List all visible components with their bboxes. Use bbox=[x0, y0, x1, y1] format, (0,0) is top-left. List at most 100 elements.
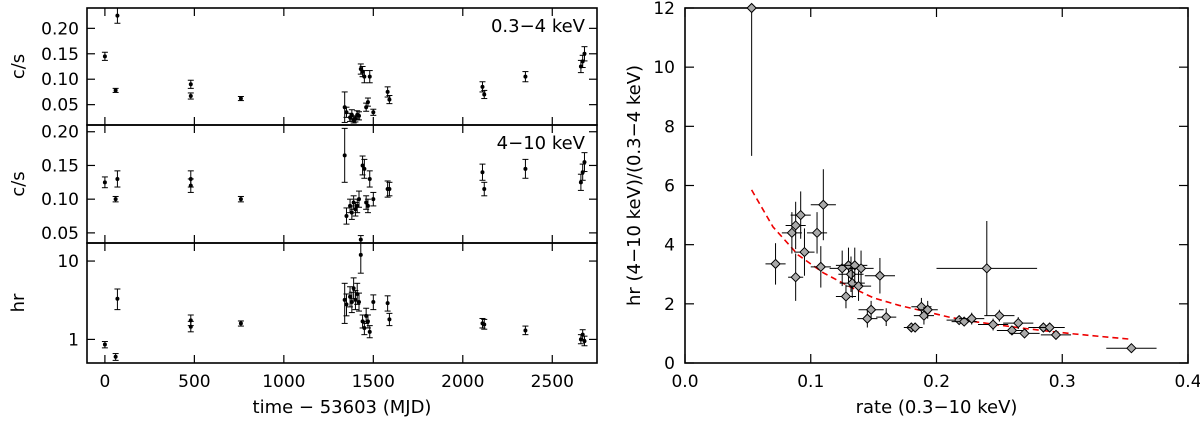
data-point bbox=[582, 339, 587, 344]
y-tick-label: 0.05 bbox=[41, 96, 79, 116]
panel-2: 0.05 0.10 0.15 0.20 c/s 4−10 keV bbox=[8, 123, 598, 244]
data-point bbox=[865, 304, 877, 315]
data-point bbox=[994, 310, 1005, 321]
data-point bbox=[358, 237, 363, 242]
y-tick-label: 0.10 bbox=[41, 190, 79, 210]
x-tick-label: 0.1 bbox=[797, 372, 824, 392]
data-point bbox=[188, 324, 193, 329]
data-point bbox=[582, 160, 587, 165]
data-point bbox=[790, 220, 801, 231]
data-point bbox=[580, 332, 585, 337]
data-point bbox=[1126, 343, 1137, 354]
data-point bbox=[113, 354, 118, 359]
data-point bbox=[799, 246, 810, 258]
data-point bbox=[371, 197, 376, 202]
data-point bbox=[981, 263, 993, 274]
data-point bbox=[880, 311, 892, 323]
data-point bbox=[367, 329, 372, 334]
x-tick-label: 0 bbox=[99, 372, 110, 392]
data-point bbox=[115, 13, 120, 18]
data-point bbox=[365, 100, 370, 105]
data-point bbox=[746, 2, 757, 14]
data-point bbox=[480, 84, 485, 89]
y-axis-label: hr bbox=[8, 293, 29, 312]
data-point bbox=[987, 319, 999, 330]
data-point bbox=[342, 153, 347, 158]
data-point bbox=[523, 166, 528, 171]
y-tick-label: 0.10 bbox=[41, 70, 79, 90]
data-point bbox=[365, 203, 370, 208]
data-point bbox=[342, 297, 347, 302]
data-point bbox=[188, 82, 193, 87]
data-point bbox=[862, 313, 873, 324]
data-point bbox=[344, 214, 349, 219]
data-point bbox=[364, 200, 369, 205]
y-tick-label: 0.05 bbox=[41, 224, 79, 244]
data-point bbox=[357, 300, 361, 305]
data-point bbox=[371, 300, 376, 305]
x-tick-label: 2500 bbox=[531, 372, 574, 392]
data-point bbox=[348, 294, 353, 299]
data-point bbox=[362, 74, 367, 79]
data-point bbox=[482, 187, 487, 192]
y-axis-label: hr (4−10 keV)/(0.3−4 keV) bbox=[624, 65, 645, 306]
data-point bbox=[1013, 317, 1024, 329]
data-point bbox=[188, 183, 193, 188]
data-point bbox=[362, 166, 367, 171]
data-point bbox=[480, 170, 485, 175]
data-point bbox=[349, 210, 354, 215]
data-point bbox=[482, 92, 487, 97]
data-point bbox=[770, 258, 781, 270]
x-axis-label: time − 53603 (MJD) bbox=[253, 397, 432, 418]
y-axis-label: c/s bbox=[8, 54, 29, 79]
y-tick-label: 0.15 bbox=[41, 156, 79, 176]
x-tick-label: 1000 bbox=[262, 372, 305, 392]
data-point bbox=[1050, 329, 1062, 341]
data-point bbox=[238, 321, 243, 326]
data-point bbox=[238, 96, 243, 101]
data-point bbox=[482, 322, 487, 327]
x-tick-label: 0.3 bbox=[1049, 372, 1076, 392]
data-point bbox=[1019, 328, 1030, 339]
x-tick-label: 0.4 bbox=[1174, 372, 1200, 392]
panel-label: 0.3−4 keV bbox=[491, 16, 586, 37]
data-point bbox=[811, 227, 823, 239]
data-point bbox=[102, 180, 107, 185]
fit-curve bbox=[750, 189, 1132, 341]
data-point bbox=[387, 317, 392, 322]
y-tick-label: 10 bbox=[653, 58, 675, 78]
x-axis-label: rate (0.3−10 keV) bbox=[856, 397, 1018, 418]
data-point bbox=[815, 261, 827, 273]
data-point bbox=[578, 180, 583, 185]
data-point bbox=[365, 319, 370, 324]
y-tick-label: 0.20 bbox=[41, 123, 79, 143]
data-point bbox=[102, 342, 107, 347]
data-point bbox=[115, 176, 120, 181]
data-point bbox=[113, 88, 118, 93]
data-point bbox=[367, 74, 372, 79]
data-point bbox=[818, 199, 829, 210]
panel-frame bbox=[86, 242, 598, 364]
data-point bbox=[357, 113, 361, 118]
data-point bbox=[523, 74, 528, 79]
y-tick-label: 2 bbox=[664, 295, 675, 315]
x-tick-label: 1500 bbox=[352, 372, 395, 392]
data-point bbox=[344, 302, 349, 307]
data-point bbox=[115, 296, 120, 301]
data-point bbox=[367, 176, 372, 181]
data-point bbox=[362, 325, 367, 330]
light-curve-panels: 0.05 0.10 0.15 0.20 c/s 0.3−4 keV 0.05 0.10 0.15… bbox=[8, 7, 598, 418]
data-point bbox=[238, 197, 243, 202]
data-point bbox=[790, 272, 801, 283]
y-tick-label: 0.15 bbox=[41, 45, 79, 65]
data-point bbox=[845, 269, 857, 280]
y-tick-label: 4 bbox=[664, 236, 675, 256]
data-point bbox=[523, 328, 528, 333]
data-point bbox=[113, 197, 118, 202]
data-point bbox=[1044, 322, 1055, 333]
data-point bbox=[909, 322, 921, 333]
data-point bbox=[349, 300, 354, 305]
panel-3: 1 10 hr 0 500 1000 1500 2000 2500 time − 53603 (M… bbox=[8, 242, 598, 418]
data-point bbox=[353, 297, 358, 302]
x-tick-label: 2000 bbox=[441, 372, 484, 392]
